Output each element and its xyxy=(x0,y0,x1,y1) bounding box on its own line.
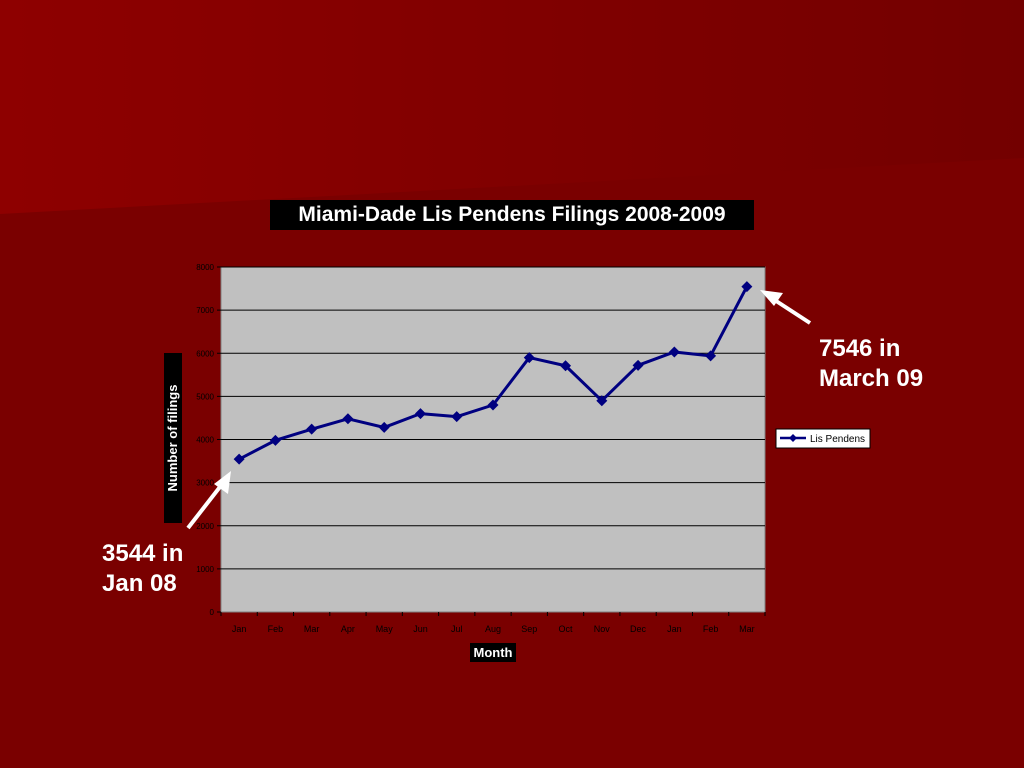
annotation-min-line1: 3544 in xyxy=(102,540,184,567)
y-tick-label: 7000 xyxy=(196,306,214,315)
y-tick-label: 8000 xyxy=(196,263,214,272)
data-point xyxy=(233,453,245,465)
data-point xyxy=(741,281,753,293)
x-tick-label: Mar xyxy=(304,624,320,634)
legend-label: Lis Pendens xyxy=(810,434,865,445)
annotation-min: 3544 in Jan 08 xyxy=(102,539,183,599)
data-point xyxy=(414,408,426,420)
data-point xyxy=(596,395,608,407)
x-tick-label: Jan xyxy=(232,624,247,634)
y-tick-label: 4000 xyxy=(196,436,214,445)
x-tick-label: Jul xyxy=(451,624,463,634)
annotation-max: 7546 in March 09 xyxy=(819,334,923,394)
x-tick-label: Dec xyxy=(630,624,647,634)
arrow-bottom-head xyxy=(214,471,231,494)
arrow-bottom-line xyxy=(186,481,225,530)
chart-title: Miami-Dade Lis Pendens Filings 2008-2009 xyxy=(270,200,754,230)
x-tick-labels: Jan Feb Mar Apr May Jun Jul Aug Sep Oct Nov Dec Jan F… xyxy=(232,624,755,634)
data-point xyxy=(342,413,354,425)
x-tick-label: Oct xyxy=(559,624,574,634)
y-tick-label: 1000 xyxy=(196,565,214,574)
legend-box xyxy=(775,428,871,449)
data-point xyxy=(451,411,463,423)
y-tick-labels: 0 1000 2000 3000 4000 5000 6000 7000 8000 xyxy=(196,263,214,617)
y-axis-title: Number of filings xyxy=(164,353,182,523)
data-point xyxy=(523,352,535,364)
arrows xyxy=(186,290,812,530)
legend-marker xyxy=(789,434,797,442)
data-point xyxy=(668,346,680,358)
y-tick-label: 0 xyxy=(210,608,215,617)
annotation-max-line1: 7546 in xyxy=(819,335,901,362)
y-tick-label: 3000 xyxy=(196,479,214,488)
annotation-min-line2: Jan 08 xyxy=(102,570,177,597)
data-point xyxy=(560,360,572,372)
x-tick-label: Jan xyxy=(667,624,682,634)
x-tick-label: Feb xyxy=(268,624,284,634)
y-tick-label: 5000 xyxy=(196,392,214,401)
data-point xyxy=(487,399,499,411)
x-tick-label: Mar xyxy=(739,624,755,634)
legend: Lis Pendens xyxy=(775,428,871,449)
series-lis-pendens xyxy=(233,281,753,465)
x-tick-label: Aug xyxy=(485,624,501,634)
arrow-top-head xyxy=(760,290,783,306)
y-tick-label: 6000 xyxy=(196,349,214,358)
data-point xyxy=(705,350,717,362)
x-tick-label: Nov xyxy=(594,624,611,634)
data-point xyxy=(306,423,318,435)
x-tick-label: Apr xyxy=(341,624,355,634)
x-tick-label: Feb xyxy=(703,624,719,634)
data-point xyxy=(632,359,644,371)
gridlines xyxy=(217,266,766,616)
x-tick-label: Jun xyxy=(413,624,428,634)
data-point xyxy=(378,421,390,433)
y-tick-label: 2000 xyxy=(196,522,214,531)
x-tick-label: Sep xyxy=(521,624,537,634)
x-axis-title: Month xyxy=(470,643,516,662)
annotation-max-line2: March 09 xyxy=(819,365,924,392)
x-tick-label: May xyxy=(376,624,394,634)
data-point xyxy=(269,434,281,446)
